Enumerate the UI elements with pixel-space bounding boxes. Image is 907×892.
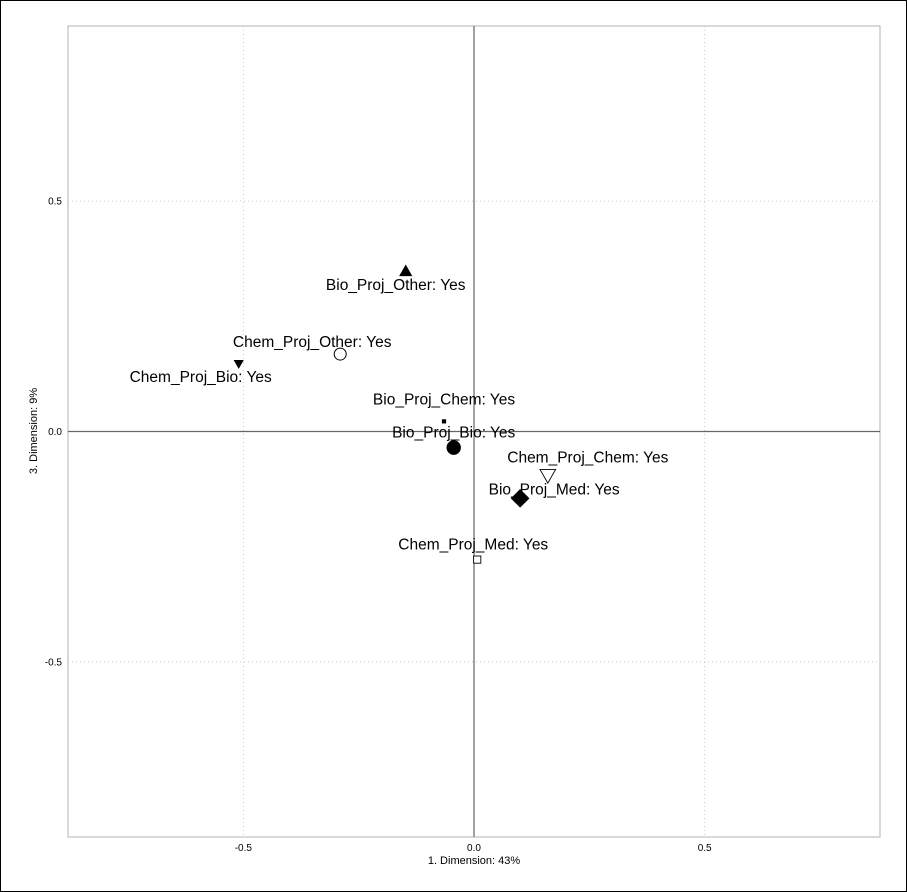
point-label: Bio_Proj_Other: Yes (326, 277, 466, 294)
point-label: Bio_Proj_Med: Yes (489, 481, 620, 498)
data-points (233, 264, 557, 564)
point-label: Bio_Proj_Bio: Yes (392, 425, 515, 442)
tick-labels: -0.5 0.0 0.5 -0.5 0.0 0.5 (45, 197, 712, 854)
point-marker (539, 468, 557, 484)
point-label: Bio_Proj_Chem: Yes (373, 391, 515, 408)
point-labels: Bio_Proj_Other: Yes Chem_Proj_Other: Yes C… (130, 277, 669, 553)
point-label: Chem_Proj_Chem: Yes (507, 449, 668, 466)
point-marker (473, 555, 482, 564)
reference-lines (68, 26, 880, 837)
point-marker (399, 264, 413, 277)
point-label: Chem_Proj_Med: Yes (398, 537, 548, 554)
point-marker (441, 419, 447, 424)
x-tick-label: 0.5 (698, 843, 712, 854)
point-marker (233, 359, 244, 369)
point-label: Chem_Proj_Bio: Yes (130, 369, 272, 386)
x-tick-label: 0.0 (467, 843, 481, 854)
point-marker (510, 489, 530, 508)
y-axis-title: 3. Dimension: 9% (28, 388, 40, 474)
point-marker (333, 347, 347, 361)
x-axis-title: 1. Dimension: 43% (428, 855, 521, 867)
y-tick-label: -0.5 (45, 657, 63, 668)
grid-lines (68, 26, 880, 837)
y-tick-label: 0.0 (48, 427, 62, 438)
point-marker (446, 440, 461, 455)
point-label: Chem_Proj_Other: Yes (233, 334, 392, 351)
x-tick-label: -0.5 (235, 843, 253, 854)
y-tick-label: 0.5 (48, 197, 62, 208)
